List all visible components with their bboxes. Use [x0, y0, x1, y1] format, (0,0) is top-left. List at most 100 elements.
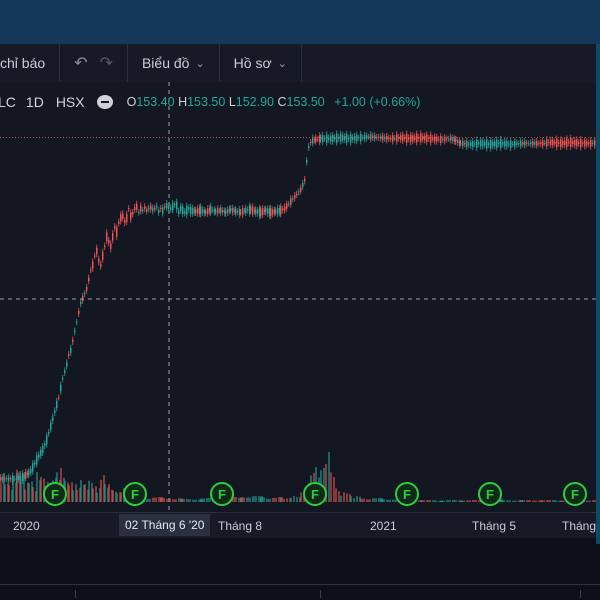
candle [330, 135, 332, 142]
candle [38, 454, 40, 458]
candle [410, 134, 412, 143]
candle [76, 321, 78, 323]
volume-bar [84, 484, 86, 502]
candle [180, 205, 182, 212]
volume-bar [240, 497, 245, 502]
candle [478, 142, 480, 145]
candle [6, 478, 8, 480]
candle [364, 135, 366, 140]
candle [392, 135, 394, 142]
candle [516, 142, 518, 145]
chevron-down-icon: ⌄ [277, 57, 287, 70]
volume-bar [68, 485, 70, 502]
volume-bar [116, 493, 118, 502]
time-label-2020: 2020 [13, 519, 40, 533]
candle [25, 471, 27, 479]
candle [160, 208, 162, 210]
candle [88, 277, 90, 282]
candle [328, 137, 330, 140]
volume-bar [526, 500, 531, 502]
volume-bar [280, 498, 282, 502]
candle [462, 140, 464, 147]
candle [346, 133, 348, 143]
candle [474, 143, 476, 145]
volume-bar [343, 492, 345, 502]
candle [112, 233, 114, 241]
candle [188, 207, 190, 210]
candle [534, 142, 536, 145]
volume-bar [32, 487, 34, 502]
volume-bar [296, 497, 298, 502]
volume-bar [532, 500, 537, 502]
candle [275, 210, 277, 213]
chart-menu-button[interactable]: Biểu đồ ⌄ [128, 44, 220, 82]
candle [204, 210, 206, 214]
candle [2, 476, 4, 481]
volume-bar [104, 483, 106, 502]
volume-bar [40, 477, 42, 502]
candle [306, 160, 308, 163]
candle [290, 198, 292, 205]
volume-bar [8, 485, 10, 502]
candle [376, 136, 378, 138]
volume-bar [432, 500, 437, 502]
volume-bar [88, 480, 90, 502]
candle [472, 141, 474, 148]
volume-bar [160, 498, 165, 502]
time-axis[interactable]: 2020 Tháng 8 2021 Tháng 5 Tháng [0, 512, 600, 539]
candle [260, 208, 262, 216]
candle [80, 301, 82, 305]
candle [170, 207, 172, 210]
volume-bar [340, 495, 342, 502]
candle [548, 141, 550, 144]
candle [195, 209, 197, 214]
hide-legend-icon[interactable] [96, 95, 113, 109]
candle [156, 205, 158, 208]
candle [0, 476, 2, 481]
profile-menu-button[interactable]: Hồ sơ ⌄ [220, 44, 302, 82]
candle [455, 139, 457, 142]
timeframe-label[interactable]: 1D [25, 94, 44, 110]
candle [126, 213, 128, 223]
volume-bar [325, 463, 327, 502]
candle [432, 137, 434, 140]
volume-bar [512, 500, 517, 502]
indicators-button[interactable]: chỉ báo [0, 44, 61, 82]
candle [436, 136, 438, 142]
candle [520, 140, 522, 146]
candle [324, 138, 326, 140]
candle [590, 140, 592, 147]
candle [219, 210, 221, 212]
candle [490, 140, 492, 149]
candle [574, 139, 576, 146]
change-value: +1.00 (+0.66%) [334, 95, 421, 109]
candle [272, 209, 274, 215]
volume-bar [506, 500, 511, 502]
candle [64, 370, 66, 373]
candle [142, 210, 144, 212]
candle [588, 142, 590, 145]
candle [229, 208, 231, 212]
candle [230, 208, 232, 211]
candle [24, 475, 26, 477]
chart-toolbar: chỉ báo ↶ ↷ Biểu đồ ⌄ Hồ sơ ⌄ [0, 44, 600, 83]
candle [368, 136, 370, 138]
candle [227, 209, 229, 213]
volume-bar [92, 488, 94, 502]
volume-bar [206, 498, 211, 502]
candle [94, 255, 96, 257]
redo-icon[interactable]: ↷ [99, 55, 113, 72]
undo-icon[interactable]: ↶ [74, 55, 88, 72]
candle [274, 209, 276, 214]
candle [96, 247, 98, 255]
candle [86, 287, 88, 291]
candle [512, 143, 514, 145]
profile-menu-label: Hồ sơ [233, 55, 272, 71]
volume-bar [293, 496, 295, 502]
volume-bar [100, 479, 102, 502]
candle [128, 208, 130, 210]
event-marker-icon [478, 482, 502, 506]
candle [546, 139, 548, 147]
